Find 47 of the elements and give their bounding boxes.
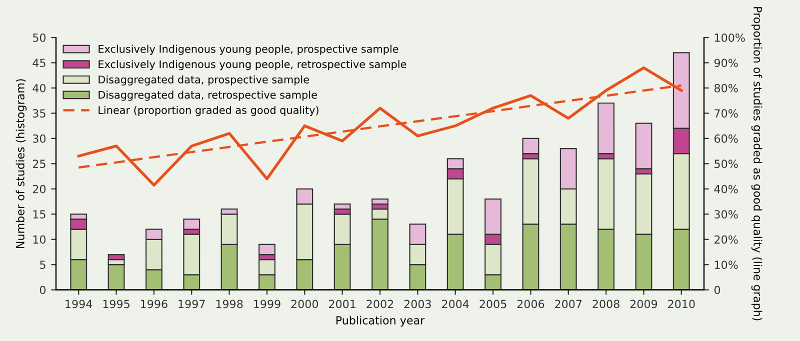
y2-tick-label: 80% [714,84,738,92]
y-tick-label: 30 [32,134,46,143]
x-tick-label: 2002 [366,300,394,308]
x-tick-label: 2010 [668,300,695,308]
y2-tick-label: 20% [714,235,738,244]
x-tick-label: 2003 [404,300,431,308]
x-tick-label: 2009 [630,300,658,308]
y-tick-label: 45 [32,58,46,68]
x-tick-label: 2001 [329,300,356,308]
y2-tick-label: 70% [714,109,738,118]
y2-axis-title: Proportion of studies graded as good quality (line graph) [751,7,762,320]
y-tick-label: 25 [32,160,46,168]
x-tick-label: 1995 [103,300,130,308]
y-axis-title: Number of studies (histogram) [16,79,27,248]
y-tick-label: 35 [32,109,46,118]
x-tick-label: 2007 [555,300,582,308]
y-tick-label: 50 [32,33,46,42]
y-tick-label: 5 [40,260,46,269]
y2-tick-label: 60% [714,134,738,143]
y2-tick-label: 30% [714,210,738,219]
y-tick-label: 20 [32,184,46,194]
legend-label: Exclusively Indigenous young people, retrospective sample [98,60,406,70]
x-tick-label: 2006 [517,300,544,308]
x-tick-label: 2004 [442,300,469,308]
legend-label: Linear (proportion graded as good quality) [98,106,318,116]
x-tick-label: 2008 [592,300,620,308]
y2-tick-label: 40% [714,184,738,194]
x-tick-label: 1994 [66,300,92,308]
legend-label: Exclusively Indigenous young people, prospective sample [98,44,398,55]
y-tick-label: 15 [33,210,46,219]
x-tick-label: 1998 [216,300,243,308]
y2-tick-label: 50% [714,160,738,168]
legend-label: Disaggregated data, retrospective sample [98,90,317,101]
y2-tick-label: 100% [714,33,745,42]
x-tick-label: 1997 [178,300,205,308]
x-axis-title: Publication year [336,316,425,327]
x-tick-label: 1999 [254,300,280,308]
x-tick-label: 1996 [141,300,168,308]
y2-tick-label: 0 [714,286,720,294]
y2-tick-label: 10% [714,260,738,269]
x-tick-label: 2000 [291,300,318,308]
y-tick-label: 0 [40,286,46,294]
legend-label: Disaggregated data, prospective sample [98,75,309,86]
y2-tick-label: 90% [714,58,738,68]
x-tick-label: 2005 [480,300,506,308]
y-tick-label: 10 [33,235,46,244]
y-tick-label: 40 [32,84,46,92]
